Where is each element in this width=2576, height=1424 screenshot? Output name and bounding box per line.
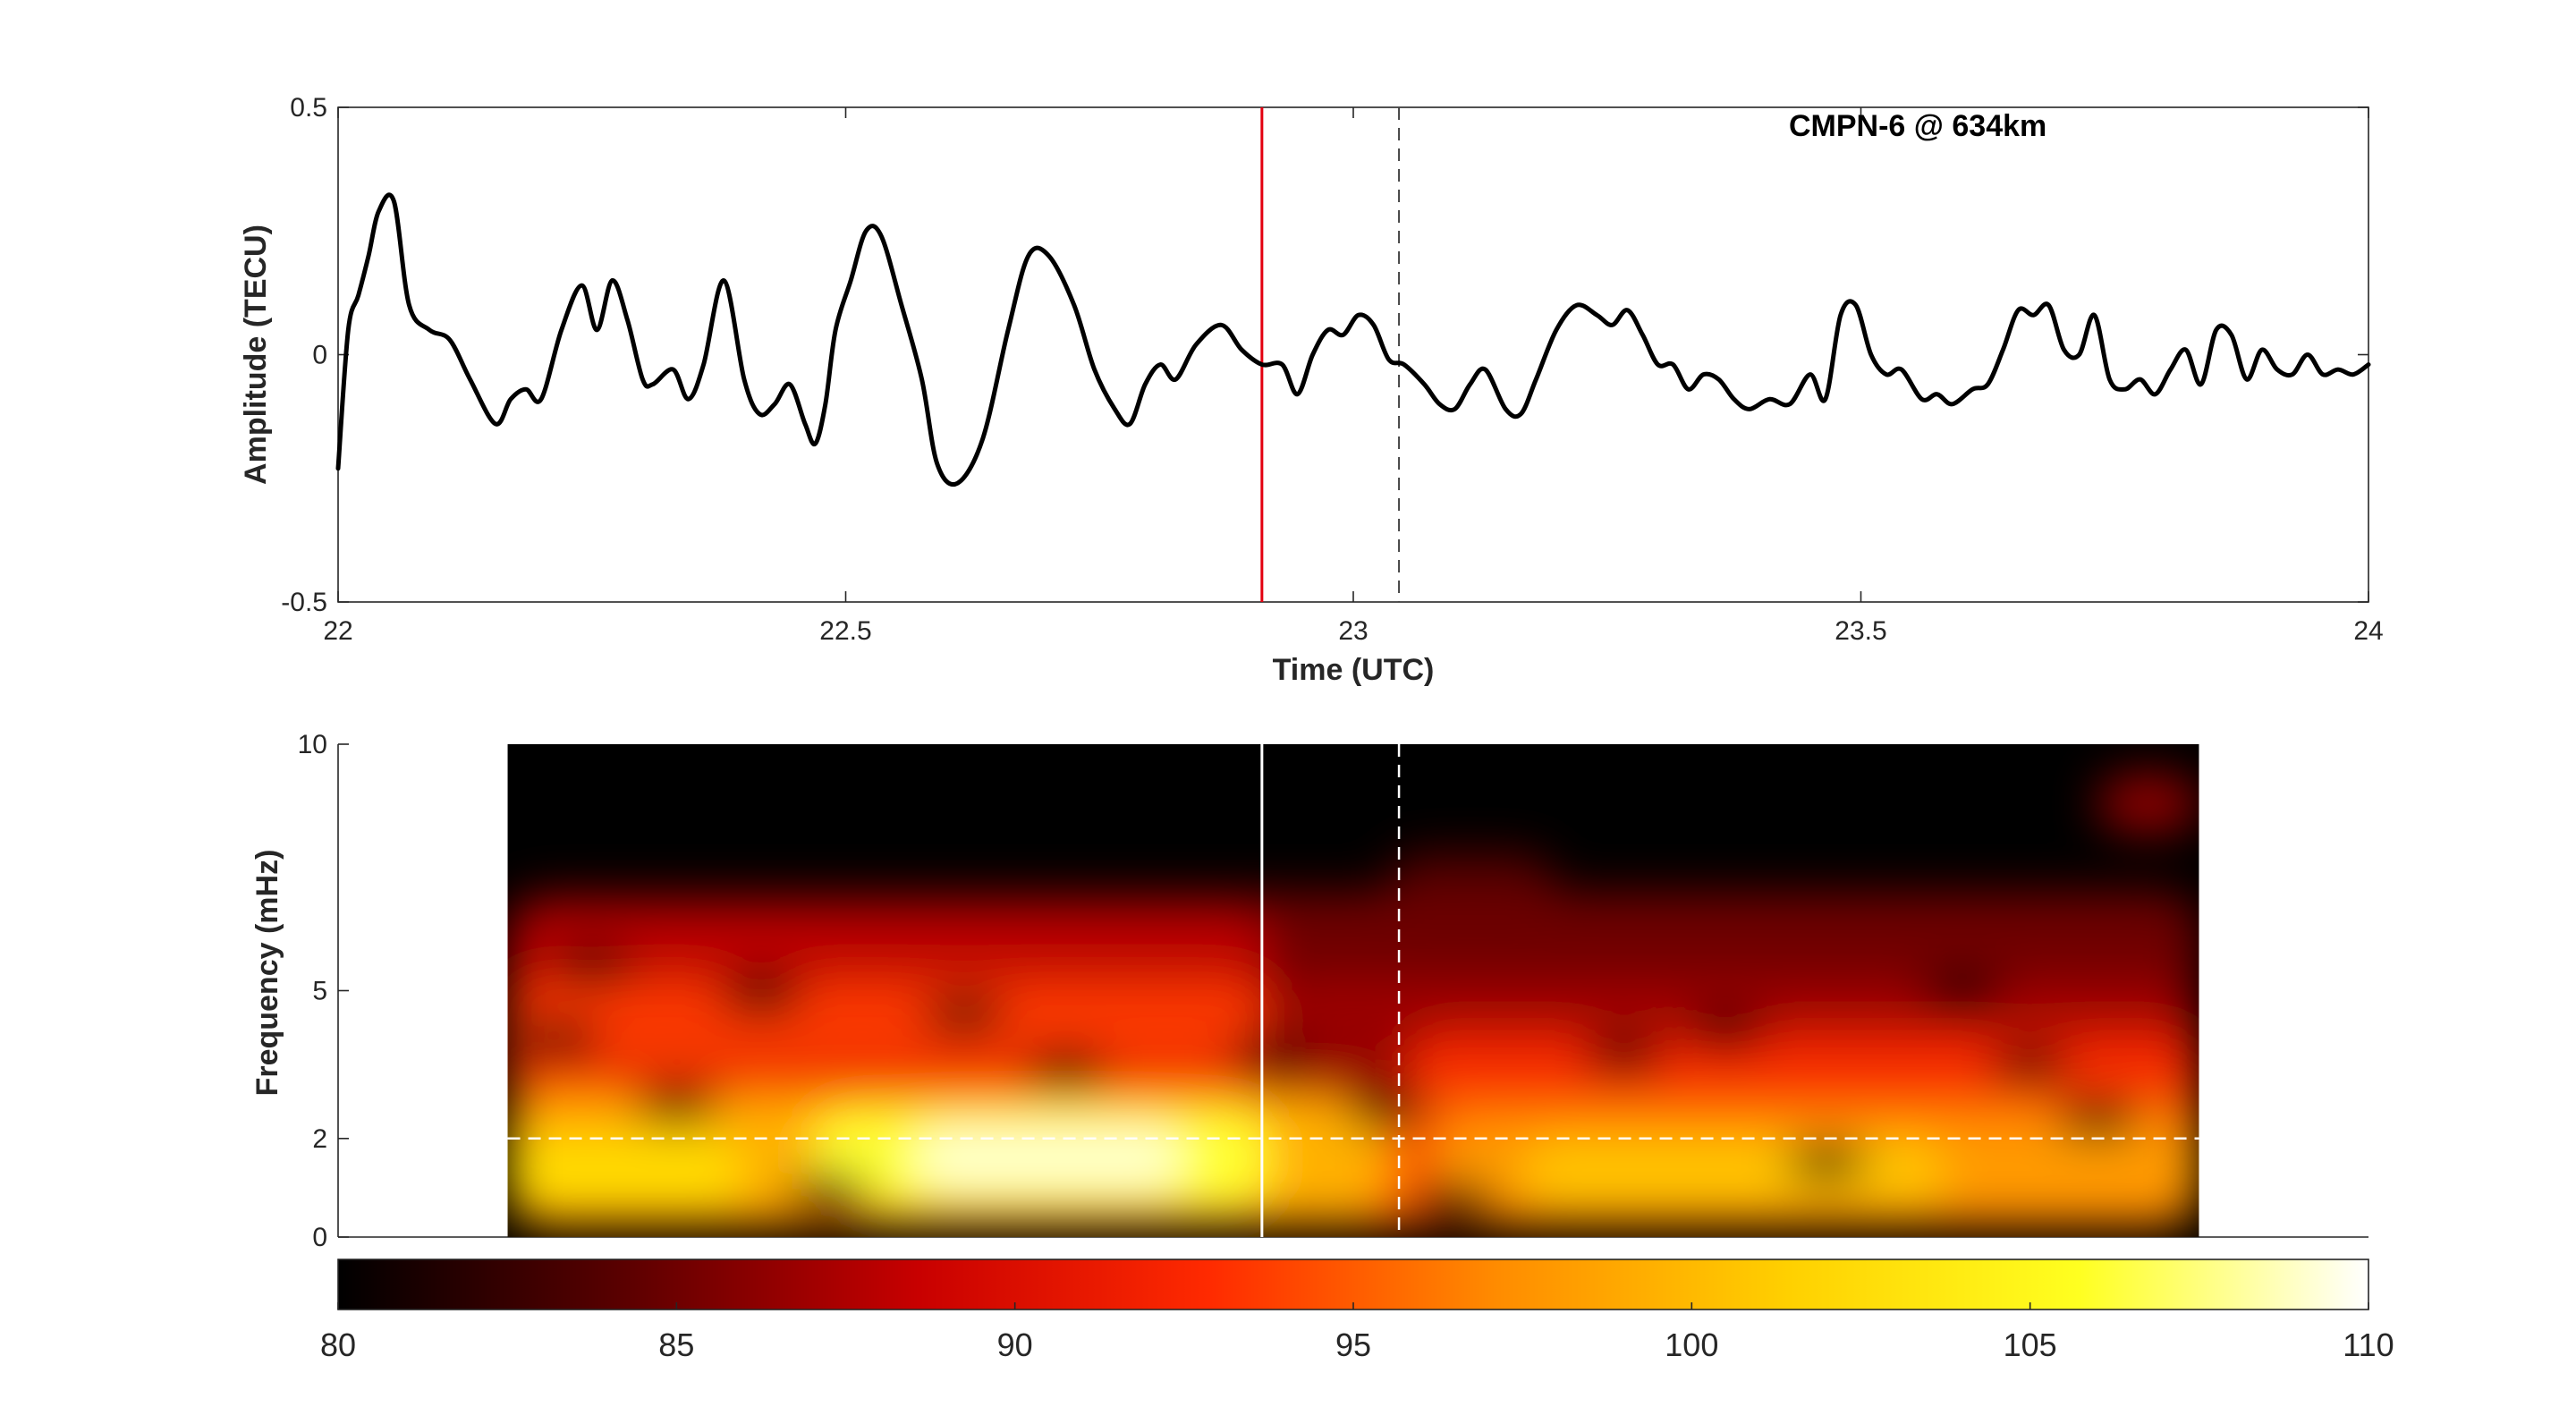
- colorbar: 80 85 90 95 100 105 110: [320, 1259, 2394, 1363]
- colorbar-tick-label: 95: [1335, 1327, 1371, 1363]
- colorbar-ticks: 80 85 90 95 100 105 110: [320, 1302, 2394, 1363]
- x-tick-label: 24: [2353, 616, 2383, 646]
- frequency-axis-label: Frequency (mHz): [250, 850, 284, 1097]
- spectrogram-markers: [507, 744, 2199, 1237]
- y-axis-label: Amplitude (TECU): [239, 225, 273, 485]
- x-tick-label: 23.5: [1835, 616, 1886, 646]
- colorbar-tick-label: 110: [2343, 1327, 2394, 1363]
- colorbar-tick-label: 85: [658, 1327, 694, 1363]
- spectrogram-image: [507, 744, 2199, 1237]
- colorbar-tick-label: 80: [320, 1327, 356, 1363]
- colorbar-tick-label: 100: [1665, 1327, 1718, 1363]
- amplitude-plot-frame: [337, 106, 2369, 603]
- x-tick-label: 22: [323, 616, 352, 646]
- y-tick-label: 0.5: [290, 93, 327, 123]
- y-tick-label: -0.5: [281, 588, 327, 617]
- colorbar-tick-label: 105: [2004, 1327, 2057, 1363]
- frequency-tick-label: 10: [298, 730, 327, 759]
- y-tick-label: 0: [312, 341, 327, 370]
- amplitude-plot-ticks: 22 22.5 23 23.5 24 -0.5 0 0.5: [281, 93, 2383, 646]
- amplitude-plot: 22 22.5 23 23.5 24 -0.5 0 0.5 CMPN-6 @ 634km Ti…: [239, 93, 2384, 687]
- x-axis-label: Time (UTC): [1273, 653, 1435, 687]
- x-tick-label: 23: [1338, 616, 1368, 646]
- spectrogram-plot: 0 2 5 10 Frequency (mHz): [250, 730, 2368, 1252]
- amplitude-plot-markers: [1260, 107, 1401, 602]
- frequency-tick-label: 0: [312, 1223, 327, 1252]
- frequency-tick-label: 2: [312, 1124, 327, 1154]
- colorbar-tick-label: 90: [997, 1327, 1033, 1363]
- colorbar-scale: [337, 1259, 2369, 1310]
- frequency-tick-label: 5: [312, 977, 327, 1006]
- tec-amplitude-series-line: [335, 192, 2371, 487]
- station-annotation: CMPN-6 @ 634km: [1789, 109, 2046, 143]
- spectrogram-ticks: 0 2 5 10: [298, 730, 349, 1252]
- x-tick-label: 22.5: [819, 616, 871, 646]
